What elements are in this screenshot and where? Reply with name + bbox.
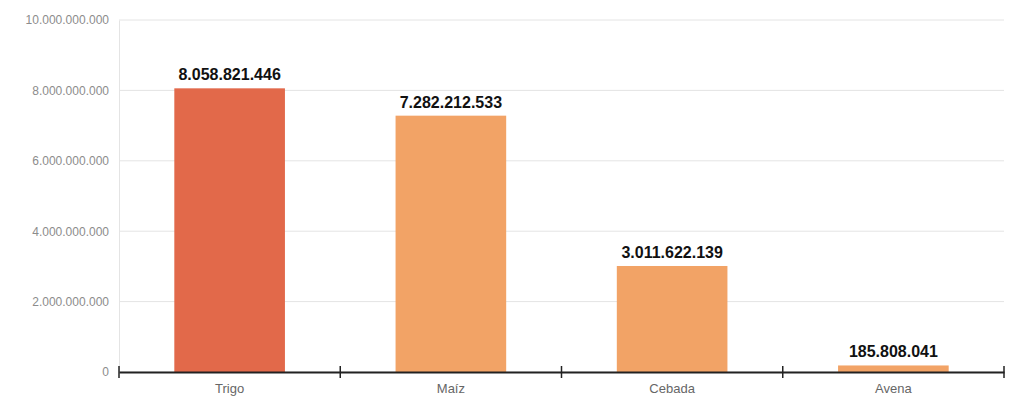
x-tick-label: Cebada: [649, 381, 695, 396]
data-label: 8.058.821.446: [178, 66, 280, 83]
bar: [617, 266, 728, 372]
x-axis: Trigo Maíz Cebada Avena: [119, 366, 1005, 396]
bar: [174, 88, 285, 372]
y-axis: 0 2.000.000.000 4.000.000.000 6.000.000.000…: [26, 13, 120, 379]
chart: 0 2.000.000.000 4.000.000.000 6.000.000.000…: [0, 0, 1018, 407]
y-tick-label: 8.000.000.000: [32, 84, 109, 98]
data-labels: 8.058.821.446 7.282.212.533 3.011.622.139 1…: [178, 66, 938, 360]
x-tick-label: Avena: [875, 381, 912, 396]
x-separators: [119, 366, 1004, 378]
x-separator: [340, 366, 342, 378]
data-label: 3.011.622.139: [621, 244, 723, 261]
x-separator: [118, 366, 120, 378]
y-tick-label: 4.000.000.000: [32, 225, 109, 239]
bars: [174, 88, 948, 372]
x-tick: Trigo: [215, 372, 244, 396]
y-axis-line: [119, 21, 120, 373]
data-label: 185.808.041: [849, 343, 938, 360]
plot: 0 2.000.000.000 4.000.000.000 6.000.000.000…: [26, 13, 1005, 396]
grid: [119, 20, 1004, 372]
y-tick: 6.000.000.000: [32, 154, 119, 168]
y-tick: 2.000.000.000: [32, 295, 119, 309]
y-tick-label: 10.000.000.000: [26, 13, 110, 27]
x-tick: Cebada: [649, 372, 695, 396]
data-label: 7.282.212.533: [400, 94, 502, 111]
bar: [396, 116, 507, 372]
y-tick: 0: [102, 365, 119, 379]
y-tick: 4.000.000.000: [32, 225, 119, 239]
grid-line: [119, 20, 1004, 21]
y-tick: 10.000.000.000: [26, 13, 119, 27]
x-separator: [782, 366, 784, 378]
bar: [838, 365, 949, 372]
y-tick: 8.000.000.000: [32, 84, 119, 98]
y-tick-label: 0: [102, 365, 109, 379]
x-tick: Avena: [875, 372, 912, 396]
x-tick-label: Maíz: [437, 381, 465, 396]
x-tick: Maíz: [437, 372, 465, 396]
y-tick-label: 2.000.000.000: [32, 295, 109, 309]
y-tick-label: 6.000.000.000: [32, 154, 109, 168]
x-tick-label: Trigo: [215, 381, 244, 396]
x-separator: [561, 366, 563, 378]
x-separator: [1003, 366, 1005, 378]
